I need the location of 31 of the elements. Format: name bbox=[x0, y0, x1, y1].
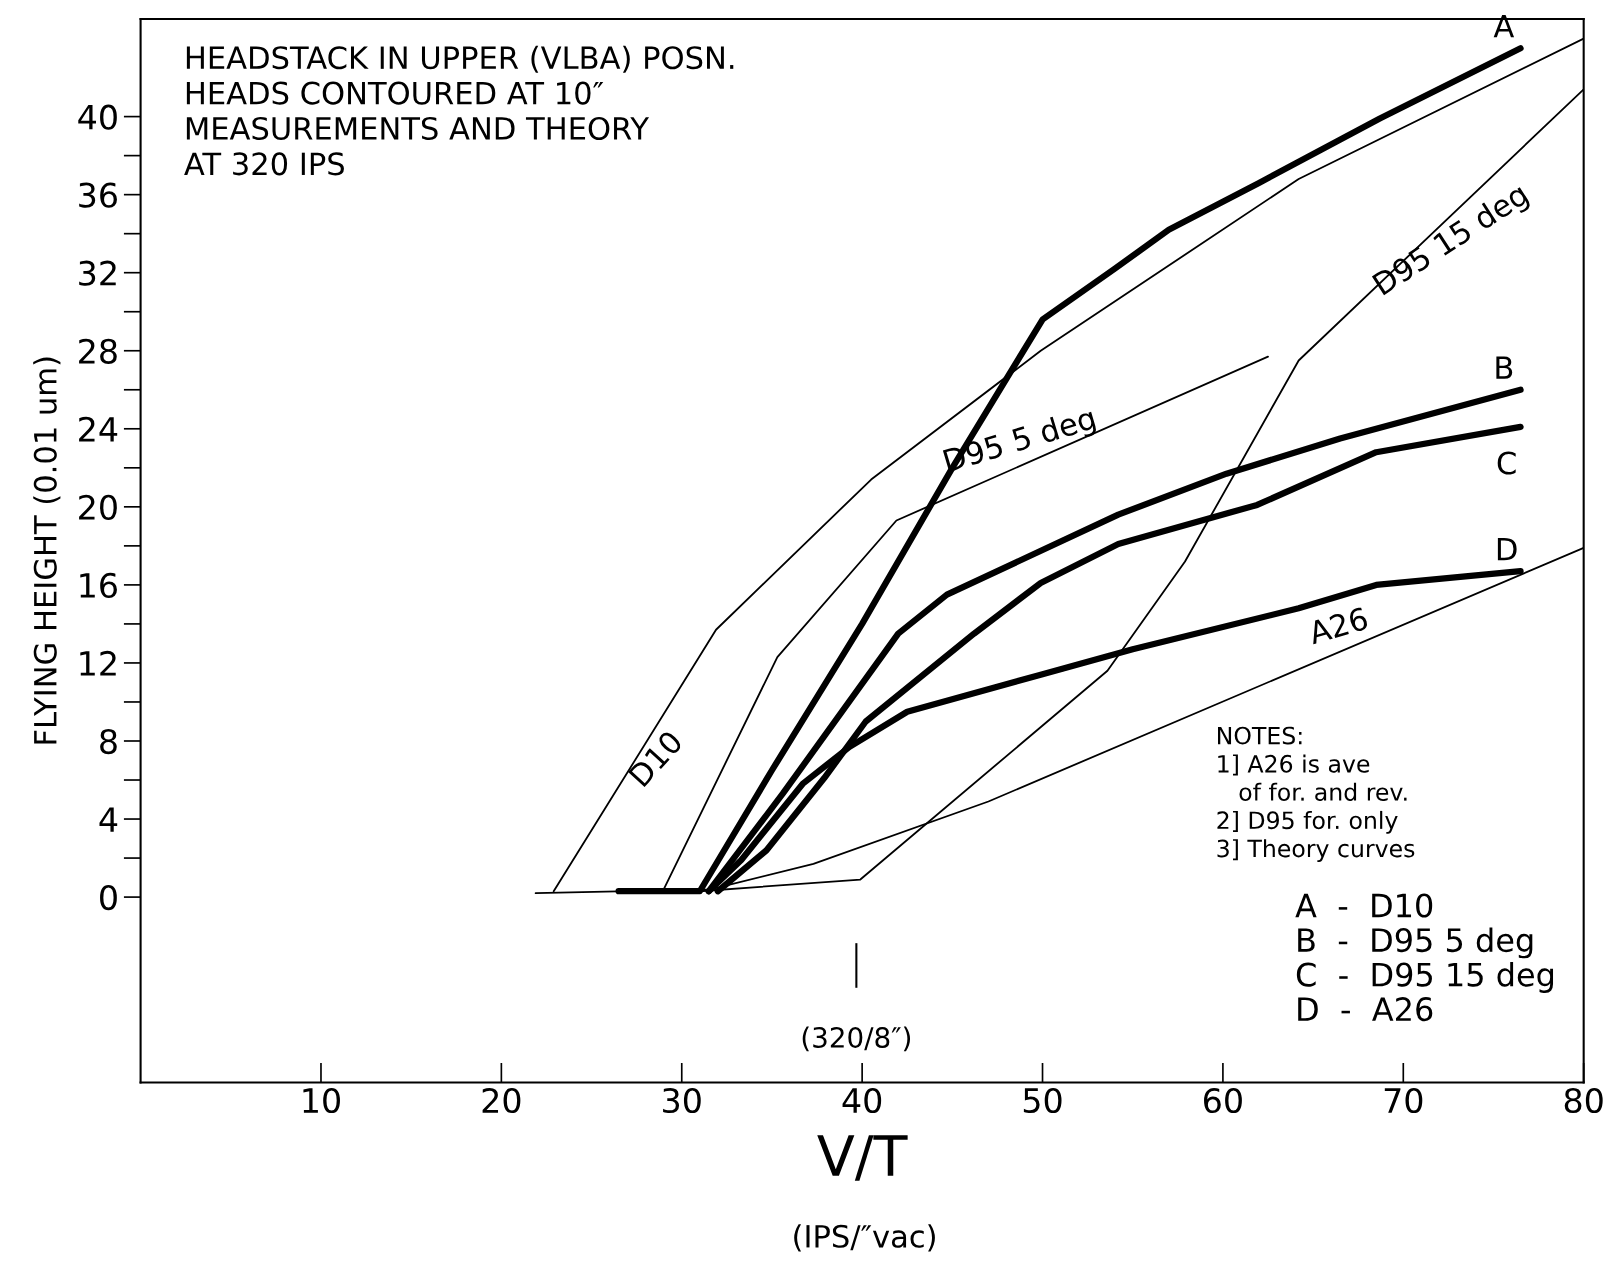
y-tick-label: 36 bbox=[79, 182, 117, 208]
y-tick-label: 28 bbox=[79, 338, 117, 364]
x-axis-title: V/T bbox=[817, 1135, 908, 1181]
x-tick-label: 30 bbox=[663, 1087, 701, 1114]
x-tick-label: 70 bbox=[1384, 1087, 1423, 1114]
y-tick-label: 12 bbox=[80, 650, 116, 676]
text: HEADSTACK IN UPPER (VLBA) POSN. HEADS CONTOURED AT 10″ MEASUREMENTS AND THEORY AT 320 IPS bbox=[184, 45, 734, 176]
x-tick-label: 10 bbox=[303, 1087, 340, 1114]
y-tick-label: 4 bbox=[99, 807, 118, 832]
y-tick-label: 8 bbox=[100, 728, 117, 755]
y-axis-title: FLYING HEIGHT (0.01 um) bbox=[33, 357, 61, 744]
y-tick-label: 0 bbox=[100, 885, 117, 911]
annotation: (320/8″) bbox=[802, 1026, 911, 1052]
x-tick-label: 20 bbox=[482, 1087, 521, 1114]
y-tick-label: 24 bbox=[79, 416, 118, 442]
x-tick-label: 40 bbox=[842, 1087, 882, 1114]
text: A26 bbox=[1306, 606, 1369, 645]
text: (IPS/″vac) bbox=[794, 1224, 935, 1252]
text: D95 15 deg bbox=[1371, 181, 1533, 301]
annotation: A - D10 B - D95 5 deg C - D95 15 deg D - A26 bbox=[1295, 893, 1554, 1022]
annotation: NOTES: 1] A26 is ave of for. and rev. 2] D95 for. only 3] Theory curves bbox=[1217, 726, 1415, 862]
series-label: D bbox=[1497, 537, 1517, 561]
y-tick-label: 16 bbox=[80, 572, 117, 599]
x-tick-label: 60 bbox=[1204, 1087, 1242, 1114]
x-tick-label: 50 bbox=[1023, 1087, 1062, 1114]
y-tick-label: 20 bbox=[79, 494, 117, 520]
x-tick-label: 80 bbox=[1564, 1087, 1603, 1114]
series-label: B bbox=[1496, 356, 1513, 379]
y-tick-label: 40 bbox=[78, 104, 117, 130]
y-tick-label: 32 bbox=[79, 260, 116, 286]
series-label: C bbox=[1497, 451, 1516, 475]
